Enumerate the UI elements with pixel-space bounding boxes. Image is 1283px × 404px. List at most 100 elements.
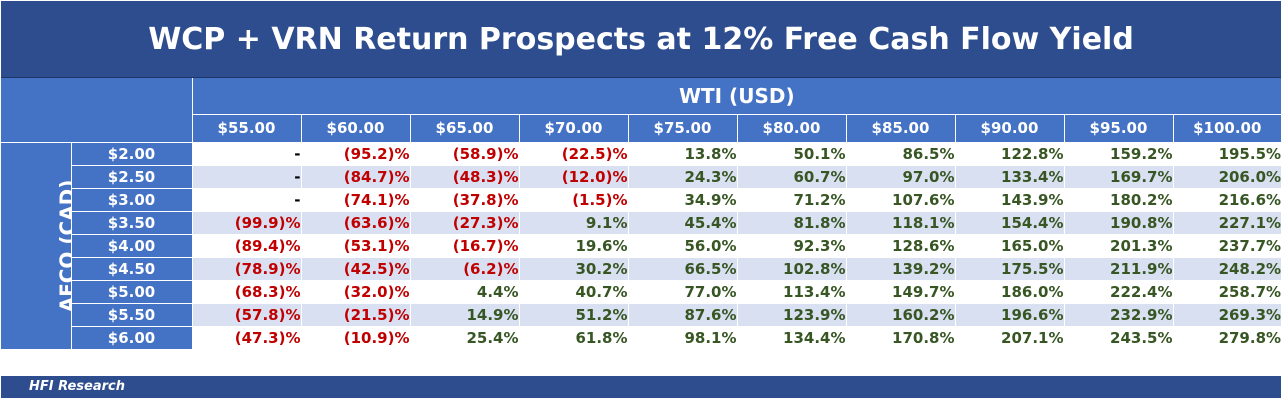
table-cell: (37.8)% [409,187,519,211]
row-header: $3.50 [71,210,192,234]
source-footer: HFI Research [1,376,1281,398]
table-cell: (47.3)% [191,325,301,349]
chart-title: WCP + VRN Return Prospects at 12% Free C… [1,1,1281,78]
table-cell: 102.8% [736,256,846,280]
table-cell: 169.7% [1063,164,1173,188]
corner-blank-2 [1,114,192,142]
table-cell: 77.0% [627,279,737,303]
table-cell: 165.0% [954,233,1064,257]
table-cell: 201.3% [1063,233,1173,257]
table-cell: 61.8% [518,325,628,349]
table-cell: 128.6% [845,233,955,257]
column-header: $85.00 [845,113,955,142]
table-cell: 13.8% [627,141,737,165]
table-cell: 107.6% [845,187,955,211]
table-cell: 113.4% [736,279,846,303]
table-cell: 186.0% [954,279,1064,303]
table-cell: 34.9% [627,187,737,211]
table-cell: 258.7% [1172,279,1282,303]
aeco-axis-label: AECO (CAD) [1,141,72,349]
row-header: $5.00 [71,279,192,303]
aeco-axis-text: AECO (CAD) [55,179,71,313]
table-cell: 60.7% [736,164,846,188]
table-cell: 19.6% [518,233,628,257]
table-cell: (22.5)% [518,141,628,165]
table-cell: 4.4% [409,279,519,303]
table-cell: 143.9% [954,187,1064,211]
table-cell: 139.2% [845,256,955,280]
table-cell: 87.6% [627,302,737,326]
table-cell: 149.7% [845,279,955,303]
table-cell: (10.9)% [300,325,410,349]
table-cell: (84.7)% [300,164,410,188]
table-cell: (95.2)% [300,141,410,165]
wti-axis-label: WTI (USD) [191,78,1282,114]
table-cell: 207.1% [954,325,1064,349]
column-header: $75.00 [627,113,737,142]
table-cell: (16.7)% [409,233,519,257]
row-header: $2.00 [71,141,192,165]
table-row: $2.50- (84.7)% (48.3)% (12.0)% 24.3% 60.7% 97.… [1,164,1282,188]
table-cell: 206.0% [1172,164,1282,188]
table-cell: 170.8% [845,325,955,349]
table-cell: 123.9% [736,302,846,326]
table-body: AECO (CAD) $2.00- (95.2)% (58.9)% (22.5)% 13.… [1,141,1282,349]
row-header: $5.50 [71,302,192,326]
table-cell: (58.9)% [409,141,519,165]
table-cell: - [191,141,301,165]
column-header: $55.00 [191,113,301,142]
sensitivity-table: WTI (USD) $55.00 $60.00 $65.00 $70.00 $75.00… [1,78,1282,349]
column-header: $100.00 [1172,113,1282,142]
table-cell: 248.2% [1172,256,1282,280]
row-header: $4.00 [71,233,192,257]
table-row: AECO (CAD) $2.00- (95.2)% (58.9)% (22.5)% 13.… [1,141,1282,349]
column-header: $60.00 [300,113,410,142]
table-cell: - [191,164,301,188]
table-cell: 222.4% [1063,279,1173,303]
table-cell: (48.3)% [409,164,519,188]
table-cell: 195.5% [1172,141,1282,165]
table-cell: 122.8% [954,141,1064,165]
table-cell: 51.2% [518,302,628,326]
table-cell: 154.4% [954,210,1064,234]
table-cell: (12.0)% [518,164,628,188]
table-cell: - [191,187,301,211]
table-cell: (89.4)% [191,233,301,257]
table-cell: (57.8)% [191,302,301,326]
table-cell: 243.5% [1063,325,1173,349]
table-cell: 56.0% [627,233,737,257]
table-cell: 159.2% [1063,141,1173,165]
row-header: $2.50 [71,164,192,188]
column-header: $70.00 [518,113,628,142]
table-cell: 211.9% [1063,256,1173,280]
table-cell: 237.7% [1172,233,1282,257]
table-cell: 133.4% [954,164,1064,188]
column-header: $65.00 [409,113,519,142]
table-row: $3.50 (99.9)% (63.6)% (27.3)% 9.1% 45.4% 81.8%… [1,210,1282,234]
table-cell: 25.4% [409,325,519,349]
table-cell: (6.2)% [409,256,519,280]
table-cell: 279.8% [1172,325,1282,349]
column-header: $80.00 [736,113,846,142]
table-cell: 118.1% [845,210,955,234]
table-cell: 216.6% [1172,187,1282,211]
column-header-row: $55.00 $60.00 $65.00 $70.00 $75.00 $80.00 $85.… [1,113,1282,142]
table-cell: 227.1% [1172,210,1282,234]
table-cell: (32.0)% [300,279,410,303]
table-cell: (63.6)% [300,210,410,234]
column-header: $90.00 [954,113,1064,142]
table-cell: 24.3% [627,164,737,188]
table-cell: (1.5)% [518,187,628,211]
corner-blank [1,78,192,114]
table-cell: (27.3)% [409,210,519,234]
row-header: $4.50 [71,256,192,280]
row-header: $3.00 [71,187,192,211]
table-cell: 175.5% [954,256,1064,280]
table-cell: 134.4% [736,325,846,349]
table-cell: 190.8% [1063,210,1173,234]
table-cell: (53.1)% [300,233,410,257]
table-cell: 86.5% [845,141,955,165]
table-row: $5.50 (57.8)% (21.5)% 14.9% 51.2% 87.6% 123.9%… [1,302,1282,326]
table-cell: 196.6% [954,302,1064,326]
